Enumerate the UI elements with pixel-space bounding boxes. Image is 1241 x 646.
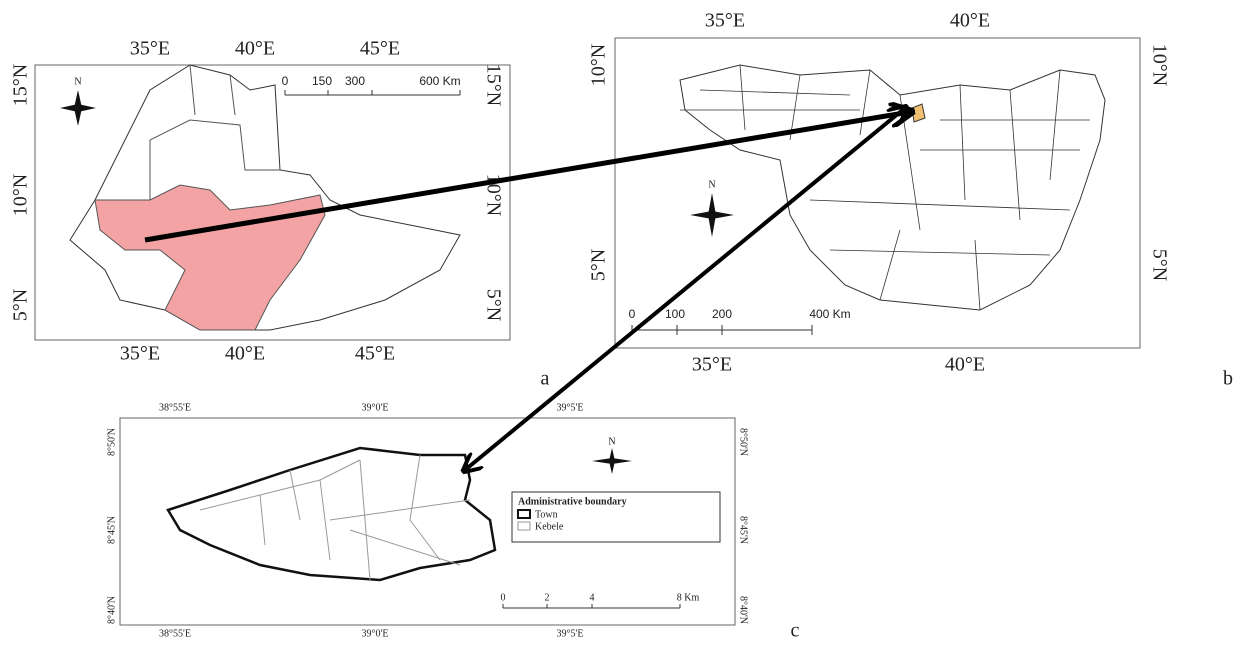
scale-label: 2 bbox=[545, 592, 550, 603]
tick-label: 40°E bbox=[945, 354, 985, 376]
tick-label: 45°E bbox=[360, 38, 400, 60]
panel-label: c bbox=[791, 620, 800, 642]
scale-label: 300 bbox=[345, 74, 365, 88]
tick-label: 8°45'N bbox=[106, 516, 117, 544]
arrow bbox=[465, 108, 905, 470]
tick-label: 35°E bbox=[692, 354, 732, 376]
tick-label: 8°50'N bbox=[738, 428, 749, 456]
tick-label: 38°55'E bbox=[159, 402, 191, 413]
tick-label: 5°N bbox=[588, 249, 610, 281]
tick-label: 35°E bbox=[120, 343, 160, 365]
panel-b: 35°E 40°E 35°E 40°E 10°N 5°N 10°N 5°N 0 … bbox=[588, 10, 1233, 390]
scale-bar bbox=[503, 604, 680, 608]
tick-label: 10°N bbox=[10, 174, 32, 216]
scale-label: 4 bbox=[590, 592, 595, 603]
tick-label: 5°N bbox=[482, 289, 504, 321]
scale-label: 150 bbox=[312, 74, 332, 88]
tick-label: 35°E bbox=[130, 38, 170, 60]
legend-title: Administrative boundary bbox=[518, 496, 627, 507]
tick-label: 8°40'N bbox=[106, 596, 117, 624]
tick-label: 39°0'E bbox=[362, 628, 389, 639]
north-label: N bbox=[74, 76, 81, 87]
legend-item: Kebele bbox=[535, 521, 564, 532]
compass bbox=[690, 193, 734, 237]
north-label: N bbox=[608, 436, 615, 447]
tick-label: 39°5'E bbox=[557, 402, 584, 413]
scale-label: 0 bbox=[629, 307, 636, 321]
tick-label: 10°N bbox=[1148, 44, 1170, 86]
tick-label: 40°E bbox=[235, 38, 275, 60]
scale-label: 100 bbox=[665, 307, 685, 321]
scale-label: 0 bbox=[501, 592, 506, 603]
tick-label: 15°N bbox=[10, 64, 32, 106]
compass bbox=[592, 448, 632, 474]
scale-bar bbox=[632, 325, 812, 335]
north-label: N bbox=[708, 179, 715, 190]
panel-a: 35°E 40°E 45°E 35°E 40°E 45°E 15°N 10°N … bbox=[10, 38, 550, 390]
tick-label: 10°N bbox=[588, 44, 610, 86]
tick-label: 15°N bbox=[482, 64, 504, 106]
compass bbox=[60, 90, 96, 126]
figure: 35°E 40°E 45°E 35°E 40°E 45°E 15°N 10°N … bbox=[0, 0, 1241, 646]
region-outline bbox=[680, 65, 1105, 310]
scale-label: 200 bbox=[712, 307, 732, 321]
panel-label: a bbox=[541, 368, 550, 390]
tick-label: 45°E bbox=[355, 343, 395, 365]
panel-label: b bbox=[1223, 368, 1233, 390]
scale-label: 8 Km bbox=[677, 592, 700, 603]
tick-label: 40°E bbox=[950, 10, 990, 32]
tick-label: 40°E bbox=[225, 343, 265, 365]
tick-label: 35°E bbox=[705, 10, 745, 32]
tick-label: 8°50'N bbox=[106, 428, 117, 456]
tick-label: 5°N bbox=[1148, 249, 1170, 281]
tick-label: 38°55'E bbox=[159, 628, 191, 639]
tick-label: 8°45'N bbox=[738, 516, 749, 544]
scale-label: 400 Km bbox=[809, 307, 850, 321]
tick-label: 8°40'N bbox=[738, 596, 749, 624]
scale-label: 600 Km bbox=[419, 74, 460, 88]
scale-bar bbox=[285, 90, 460, 95]
legend-item: Town bbox=[535, 509, 558, 520]
tick-label: 39°0'E bbox=[362, 402, 389, 413]
tick-label: 39°5'E bbox=[557, 628, 584, 639]
scale-label: 0 bbox=[282, 74, 289, 88]
tick-label: 5°N bbox=[10, 289, 32, 321]
panel-c: 38°55'E 39°0'E 39°5'E 38°55'E 39°0'E 39°… bbox=[106, 402, 799, 641]
